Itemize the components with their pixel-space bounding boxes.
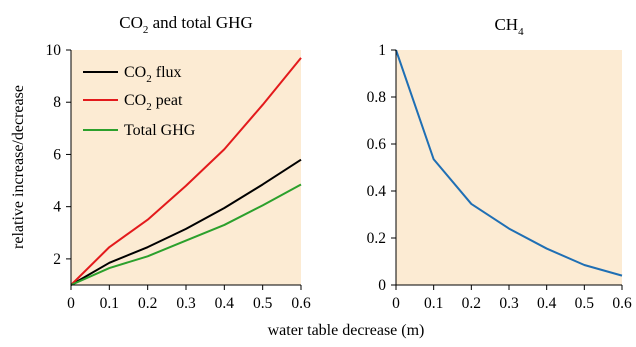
right-plot-background <box>396 50 622 285</box>
right-y-ticks: 0 0.2 0.4 0.6 0.8 1 <box>367 42 396 294</box>
left-x-tick-label: 0.6 <box>291 295 311 312</box>
right-y-tick-label: 0.4 <box>367 183 387 200</box>
legend-label-co2-flux: CO2 flux <box>124 64 182 85</box>
left-x-tick-label: 0 <box>67 295 75 312</box>
left-series-line-total-ghg <box>70 183 302 286</box>
left-x-tick-label: 0.4 <box>215 295 235 312</box>
right-x-tick-label: 0 <box>392 295 400 312</box>
left-x-tick-label: 0.5 <box>253 295 273 312</box>
left-x-tick-label: 0.2 <box>138 295 157 312</box>
left-y-tick-label: 2 <box>53 251 61 268</box>
left-y-tick-label: 8 <box>53 94 61 111</box>
left-chart-title: CO2 and total GHG <box>119 13 252 36</box>
left-x-ticks: 0 0.1 0.2 0.3 0.4 0.5 0.6 <box>67 285 311 312</box>
right-x-ticks: 0 0.1 0.2 0.3 0.4 0.5 0.6 <box>392 285 632 312</box>
right-y-tick-label: 0.6 <box>367 136 387 153</box>
right-y-tick-label: 0.8 <box>367 89 387 106</box>
right-x-tick-label: 0.3 <box>499 295 519 312</box>
right-x-tick-label: 0.6 <box>612 295 632 312</box>
legend-label-co2-peat: CO2 peat <box>124 92 183 113</box>
right-y-tick-label: 1 <box>378 42 386 59</box>
legend-label-total-ghg: Total GHG <box>124 122 196 139</box>
right-x-tick-label: 0.2 <box>462 295 481 312</box>
right-chart-title: CH4 <box>494 15 524 38</box>
left-x-tick-label: 0.3 <box>176 295 196 312</box>
left-x-tick-label: 0.1 <box>100 295 119 312</box>
right-x-tick-label: 0.4 <box>537 295 557 312</box>
left-plot-background <box>71 50 301 285</box>
legend: CO2 flux CO2 peat Total GHG <box>83 64 196 139</box>
y-axis-label: relative increase/decrease <box>10 85 27 249</box>
right-series-line-series-0 <box>395 49 623 277</box>
left-y-tick-label: 10 <box>46 42 62 59</box>
left-series-group <box>70 57 302 286</box>
right-series-group <box>395 49 623 277</box>
left-y-tick-label: 4 <box>53 199 61 216</box>
right-y-tick-label: 0 <box>378 277 386 294</box>
right-x-tick-label: 0.5 <box>575 295 595 312</box>
right-panel: 0 0.1 0.2 0.3 0.4 0.5 0.6 0 0.2 0.4 0.6 0.8 1 CH4 <box>367 15 632 312</box>
left-panel: 0 0.1 0.2 0.3 0.4 0.5 0.6 2 4 6 8 10 CO2 and total… <box>10 13 311 312</box>
left-series-line-co2-flux <box>70 158 302 286</box>
left-y-ticks: 2 4 6 8 10 <box>46 42 71 268</box>
right-x-tick-label: 0.1 <box>424 295 443 312</box>
right-y-tick-label: 0.2 <box>367 230 386 247</box>
left-series-line-co2-peat <box>70 57 302 286</box>
x-axis-label: water table decrease (m) <box>268 322 425 339</box>
left-y-tick-label: 6 <box>53 146 61 163</box>
